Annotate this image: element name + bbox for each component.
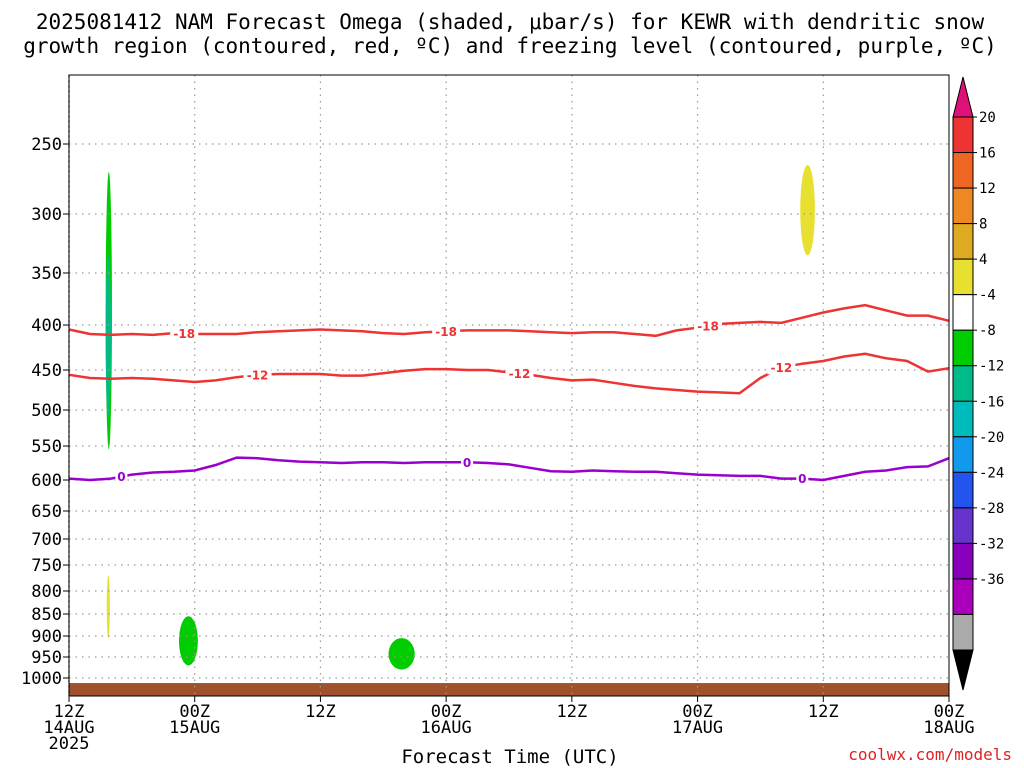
- x-tick-label-3-1: 16AUG: [421, 718, 472, 738]
- contour-label-2-2: 0: [798, 472, 806, 486]
- colorbar-top-triangle: [952, 76, 974, 118]
- contour-label-bg-0-1: [432, 324, 461, 339]
- y-tick-label-1: 300: [31, 205, 62, 225]
- colorbar-label-2: 12: [979, 181, 996, 197]
- colorbar-label-8: -16: [979, 394, 1004, 410]
- credit-text: coolwx.com/models: [848, 745, 1012, 764]
- y-tick-label-11: 800: [31, 582, 62, 602]
- contour-label-1-1: -12: [509, 367, 531, 381]
- x-tick-label-2-0: 12Z: [305, 702, 336, 722]
- colorbar-band-0: [952, 116, 974, 154]
- y-tick-label-3: 400: [31, 316, 62, 336]
- contour-label-2-1: 0: [463, 456, 471, 470]
- x-tick-label-6-0: 12Z: [808, 702, 839, 722]
- colorbar-label-3: 8: [979, 217, 987, 233]
- x-tick-label-0-0: 12Z: [54, 702, 85, 722]
- omega-region-1: [105, 255, 111, 418]
- colorbar-band-3: [952, 223, 974, 260]
- omega-region-3: [179, 616, 198, 666]
- y-tick-label-6: 550: [31, 437, 62, 457]
- colorbar-band-8: [952, 400, 974, 438]
- y-tick-label-8: 650: [31, 502, 62, 522]
- colorbar-label-9: -20: [979, 430, 1004, 446]
- colorbar-band-6: [952, 329, 974, 367]
- contour-line-2: [68, 456, 950, 482]
- colorbar-band-1: [952, 152, 974, 189]
- y-tick-label-2: 350: [31, 264, 62, 284]
- colorbar-label-11: -28: [979, 501, 1004, 517]
- colorbar-band-2: [952, 187, 974, 225]
- chart-title-line-1: 2025081412 NAM Forecast Omega (shaded, μ…: [36, 10, 985, 34]
- colorbar-label-12: -32: [979, 536, 1004, 552]
- contour-label-bg-1-1: [505, 366, 534, 381]
- colorbar-label-0: 20: [979, 110, 996, 126]
- colorbar-label-6: -8: [979, 323, 996, 339]
- contour-label-0-0: -18: [173, 327, 195, 341]
- colorbar-band-5: [952, 294, 974, 331]
- contour-label-bg-1-0: [243, 367, 272, 382]
- plot-frame: [68, 74, 950, 697]
- x-tick-label-5-0: 00Z: [682, 702, 713, 722]
- x-axis-label: Forecast Time (UTC): [401, 746, 618, 768]
- contour-label-bg-2-0: [115, 469, 128, 484]
- colorbar-bottom-triangle: [952, 649, 974, 691]
- x-tick-label-3-0: 00Z: [431, 702, 462, 722]
- contour-label-bg-2-2: [796, 471, 809, 486]
- contour-label-bg-2-1: [461, 455, 474, 470]
- y-tick-label-0: 250: [31, 135, 62, 155]
- colorbar-label-13: -36: [979, 572, 1004, 588]
- x-tick-label-7-0: 00Z: [934, 702, 965, 722]
- colorbar-band-14: [952, 613, 974, 651]
- y-tick-label-12: 850: [31, 605, 62, 625]
- y-tick-label-14: 950: [31, 648, 62, 668]
- y-tick-label-13: 900: [31, 627, 62, 647]
- x-tick-label-0-1: 14AUG: [43, 718, 94, 738]
- colorbar-band-10: [952, 471, 974, 509]
- contour-label-2-0: 0: [117, 470, 125, 484]
- colorbar-label-10: -24: [979, 465, 1004, 481]
- y-tick-label-4: 450: [31, 361, 62, 381]
- omega-region-5: [800, 165, 815, 256]
- contour-label-0-1: -18: [435, 325, 457, 339]
- colorbar-label-7: -12: [979, 359, 1004, 375]
- y-tick-label-9: 700: [31, 530, 62, 550]
- contour-line-0: [68, 303, 950, 338]
- y-tick-label-5: 500: [31, 401, 62, 421]
- y-tick-label-7: 600: [31, 471, 62, 491]
- omega-region-4: [388, 638, 415, 670]
- ground-strip: [69, 683, 949, 696]
- colorbar-band-7: [952, 365, 974, 402]
- colorbar-label-1: 16: [979, 146, 996, 162]
- x-tick-label-1-0: 00Z: [179, 702, 210, 722]
- omega-region-2: [106, 575, 110, 639]
- chart-title-line-2: growth region (contoured, red, ºC) and f…: [23, 34, 997, 58]
- contour-label-bg-1-2: [767, 360, 796, 375]
- x-tick-label-4-0: 12Z: [556, 702, 587, 722]
- colorbar-band-13: [952, 578, 974, 615]
- x-tick-label-7-1: 18AUG: [923, 718, 974, 738]
- colorbar-band-11: [952, 507, 974, 544]
- x-tick-label-0-2: 2025: [49, 734, 90, 754]
- colorbar-band-9: [952, 436, 974, 473]
- contour-label-bg-0-0: [170, 326, 199, 341]
- contour-label-1-2: -12: [771, 361, 793, 375]
- y-tick-label-15: 1000: [21, 669, 62, 689]
- contour-label-0-2: -18: [697, 319, 719, 333]
- contour-label-bg-0-2: [694, 318, 723, 333]
- x-tick-label-5-1: 17AUG: [672, 718, 723, 738]
- colorbar-label-5: -4: [979, 288, 996, 304]
- colorbar-band-4: [952, 258, 974, 296]
- y-tick-label-10: 750: [31, 556, 62, 576]
- x-tick-label-1-1: 15AUG: [169, 718, 220, 738]
- contour-label-1-0: -12: [247, 368, 269, 382]
- colorbar-band-12: [952, 542, 974, 580]
- colorbar-label-4: 4: [979, 252, 987, 268]
